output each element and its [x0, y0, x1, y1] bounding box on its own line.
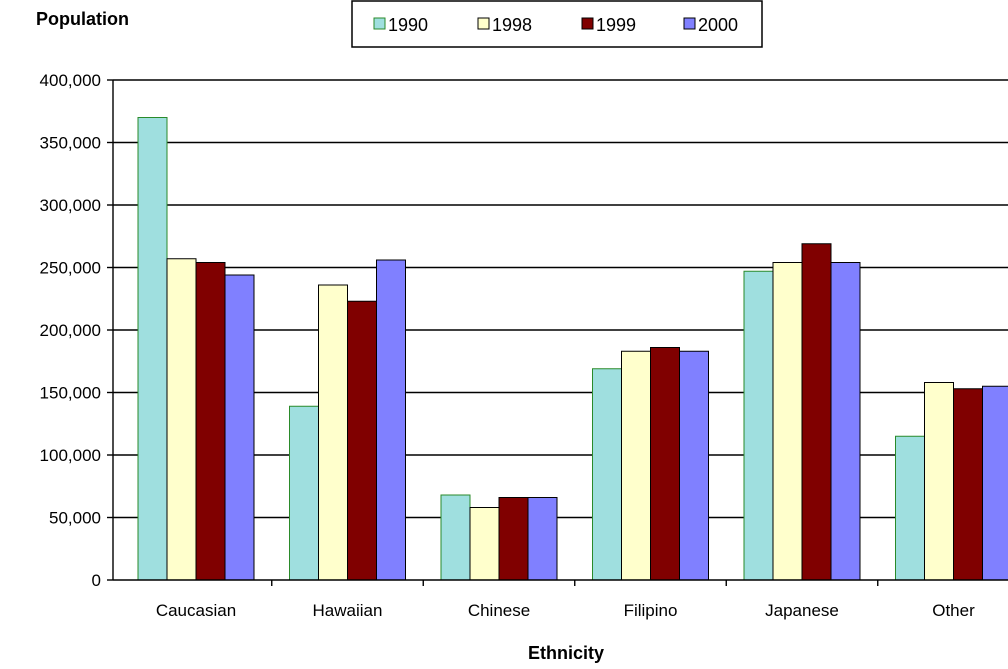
bar-1990-caucasian: [137, 117, 168, 581]
bar-2000-hawaiian: [376, 259, 406, 581]
legend-label-2000: 2000: [698, 15, 738, 35]
y-tick-label: 400,000: [40, 71, 101, 90]
y-tick-label: 50,000: [49, 509, 101, 528]
legend-swatch-1999: [581, 17, 594, 30]
x-tick-labels: Caucasian Hawaiian Chinese Filipino Japanese…: [156, 601, 975, 620]
legend-swatch-1998: [477, 17, 490, 30]
legend-swatch-2000: [683, 17, 696, 30]
bar-2000-chinese: [527, 497, 558, 581]
bar-1998-caucasian: [166, 258, 197, 581]
x-axis-title: Ethnicity: [528, 643, 604, 663]
y-tick-labels: 0 50,000 100,000 150,000 200,000 250,000 300,0…: [40, 71, 101, 590]
bar-1990-other: [895, 435, 925, 581]
bar-2000-japanese: [830, 262, 861, 581]
bar-1990-japanese: [743, 270, 774, 581]
y-tick-label: 300,000: [40, 196, 101, 215]
legend-label-1990: 1990: [388, 15, 428, 35]
y-tick-label: 150,000: [40, 384, 101, 403]
bar-2000-caucasian: [224, 274, 255, 581]
x-tick-label: Hawaiian: [313, 601, 383, 620]
bar-1998-chinese: [469, 507, 500, 581]
axes: [107, 79, 1008, 586]
x-tick-label: Other: [932, 601, 975, 620]
bar-1999-chinese: [498, 497, 529, 581]
x-tick-label: Filipino: [624, 601, 678, 620]
legend-label-1999: 1999: [596, 15, 636, 35]
legend: 1990 1998 1999 2000: [373, 15, 738, 35]
bar-1999-hawaiian: [347, 300, 377, 581]
bar-1998-japanese: [772, 262, 803, 581]
y-tick-label: 250,000: [40, 259, 101, 278]
bar-1999-caucasian: [195, 262, 226, 581]
y-tick-label: 0: [92, 571, 101, 590]
y-tick-label: 350,000: [40, 134, 101, 153]
x-tick-label: Caucasian: [156, 601, 236, 620]
legend-swatch-1990: [373, 17, 386, 30]
y-axis-title: Population: [36, 9, 129, 29]
y-tick-label: 200,000: [40, 321, 101, 340]
legend-label-1998: 1998: [492, 15, 532, 35]
bar-1999-other: [953, 388, 983, 581]
bar-1998-hawaiian: [318, 284, 348, 581]
bars: [137, 117, 1008, 581]
bar-1998-filipino: [621, 350, 651, 581]
x-tick-label: Chinese: [468, 601, 530, 620]
bar-1990-hawaiian: [289, 405, 319, 581]
bar-2000-filipino: [679, 350, 709, 581]
x-tick-label: Japanese: [765, 601, 839, 620]
bar-1990-chinese: [440, 494, 471, 581]
bar-1999-filipino: [650, 347, 680, 581]
y-tick-label: 100,000: [40, 446, 101, 465]
bar-1998-other: [924, 382, 954, 581]
bar-1990-filipino: [592, 368, 622, 581]
bar-1999-japanese: [801, 243, 832, 581]
bar-2000-other: [982, 385, 1008, 581]
